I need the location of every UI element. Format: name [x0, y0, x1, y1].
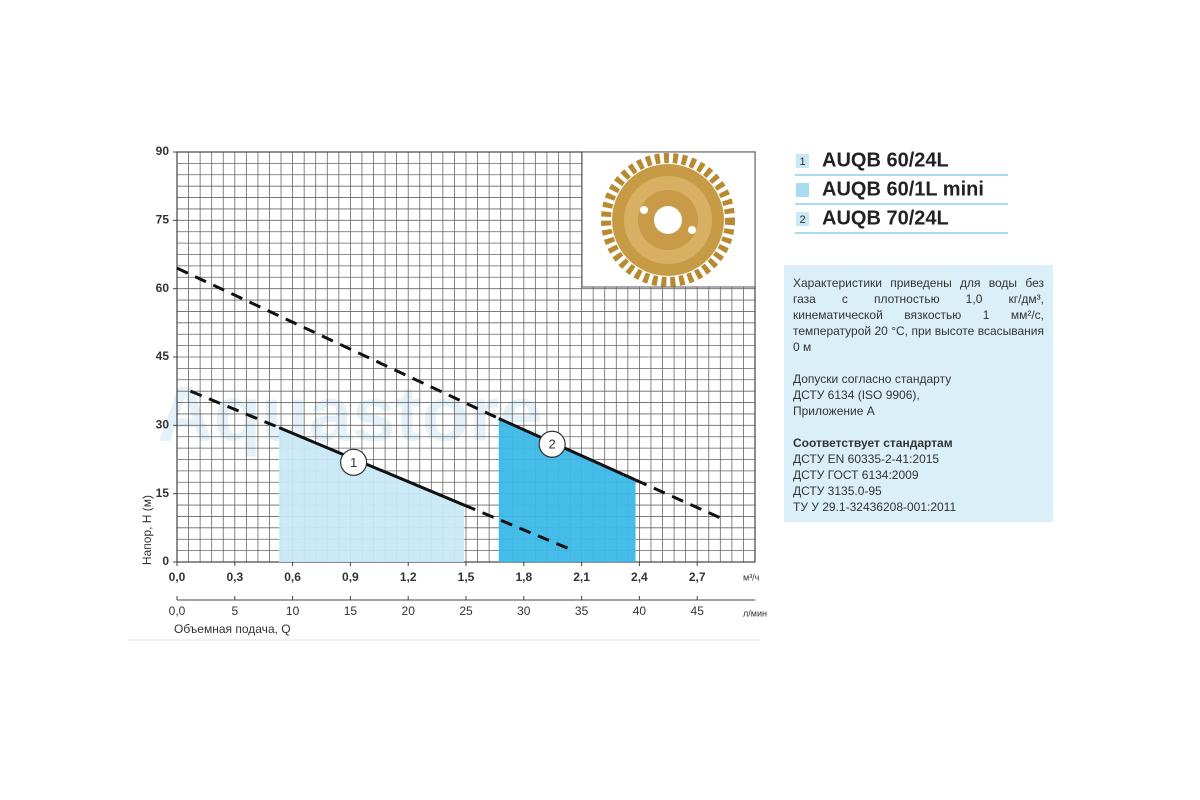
tolerance-line: Приложение А: [793, 404, 875, 418]
tolerance-block: Допуски согласно стандарту ДСТУ 6134 (ISO…: [793, 371, 1044, 419]
notes-panel: Характеристики приведены для воды без га…: [784, 265, 1053, 522]
curve-marker: [538, 430, 566, 458]
legend: 1 AUQB 60/24L AUQB 60/1L mini 2 AUQB 70/24L: [795, 149, 1008, 234]
tolerance-line: ДСТУ 6134 (ISO 9906),: [793, 388, 920, 402]
working-area: [498, 418, 636, 562]
x-tick-label: 0,9: [342, 570, 359, 584]
y-tick-label: 60: [156, 281, 170, 295]
curve-solid: [498, 417, 637, 482]
x2-tick-label: 40: [633, 604, 647, 618]
x-tick-label: 1,5: [458, 570, 475, 584]
x-tick-label: 1,2: [400, 570, 417, 584]
working-area: [279, 427, 465, 562]
legend-label: AUQB 60/1L mini: [822, 178, 984, 200]
y-tick-label: 0: [162, 554, 169, 568]
y-tick-label: 45: [156, 349, 170, 363]
standard: ДСТУ ГОСТ 6134:2009: [793, 468, 919, 482]
legend-swatch: [796, 183, 809, 197]
y-tick-label: 75: [156, 213, 170, 227]
legend-marker: 2: [799, 214, 805, 226]
curve-dashed: [634, 478, 723, 521]
x-tick-label: 0,6: [284, 570, 301, 584]
standards-heading: Соответствует стандартам: [793, 436, 953, 450]
x2-unit: л/мин: [743, 608, 767, 618]
legend-marker: 1: [799, 156, 805, 168]
note-text: Характеристики приведены для воды без га…: [793, 276, 1044, 354]
x2-tick-label: 5: [231, 604, 238, 618]
standard: ДСТУ EN 60335-2-41:2015: [793, 452, 940, 466]
y-tick-label: 90: [156, 144, 170, 158]
curve-solid: [278, 426, 465, 507]
curve-dashed: [189, 389, 280, 429]
x-tick-label: 2,4: [631, 570, 648, 584]
curve-marker: [339, 448, 368, 476]
y-axis-title: Напор, H (м): [140, 495, 154, 565]
legend-swatch: [796, 212, 809, 226]
legend-swatch: [796, 154, 809, 168]
x-tick-label: 0,0: [169, 570, 186, 584]
standard: ДСТУ 3135.0-95: [793, 484, 882, 498]
x2-tick-label: 30: [517, 604, 531, 618]
x-tick-label: 2,7: [689, 570, 706, 584]
standard: ТУ У 29.1-32436208-001:2011: [793, 500, 957, 514]
standards-list: ДСТУ EN 60335-2-41:2015 ДСТУ ГОСТ 6134:20…: [793, 451, 1044, 515]
y-tick-label: 30: [156, 418, 170, 432]
x2-tick-label: 0,0: [169, 604, 186, 618]
impeller-photo: [581, 151, 756, 288]
x-unit: м³/ч: [743, 572, 760, 582]
curve-label: 1: [350, 455, 357, 470]
x2-tick-label: 10: [286, 604, 300, 618]
y-tick-label: 15: [156, 486, 170, 500]
x2-tick-label: 20: [402, 604, 416, 618]
legend-label: AUQB 70/24L: [822, 207, 949, 229]
x-tick-label: 0,3: [226, 570, 243, 584]
x2-tick-label: 25: [459, 604, 473, 618]
x-axis-title: Объемная подача, Q: [174, 622, 291, 636]
plot: 12: [176, 266, 723, 562]
x-tick-label: 1,8: [515, 570, 532, 584]
x2-tick-label: 35: [575, 604, 589, 618]
curve-label: 2: [549, 437, 556, 452]
x2-tick-label: 15: [344, 604, 358, 618]
legend-label: AUQB 60/24L: [822, 149, 949, 171]
x2-tick-label: 45: [691, 604, 705, 618]
tolerance-line: Допуски согласно стандарту: [793, 372, 952, 386]
x-tick-label: 2,1: [573, 570, 590, 584]
